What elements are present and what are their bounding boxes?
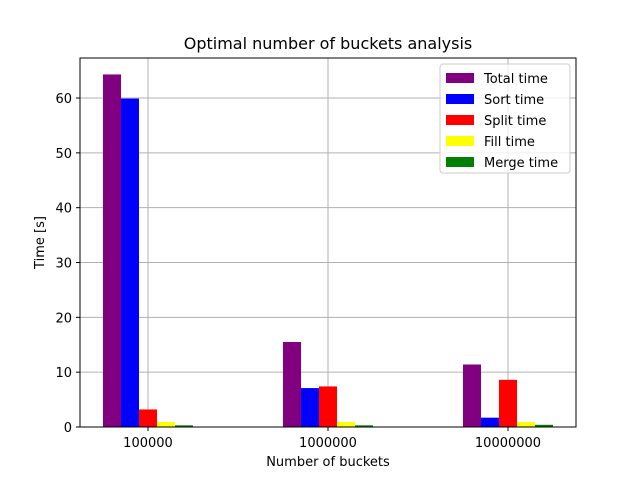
y-tick-label: 10 <box>55 366 72 381</box>
y-tick-label: 30 <box>55 257 72 272</box>
legend-swatch <box>446 157 474 167</box>
legend-swatch <box>446 94 474 104</box>
legend-label: Fill time <box>484 135 535 150</box>
x-tick-label: 1000000 <box>299 436 357 451</box>
bar-split-time <box>139 409 157 427</box>
legend-swatch <box>446 115 474 125</box>
bar-sort-time <box>301 388 319 427</box>
y-tick-label: 20 <box>55 311 72 326</box>
bars-group <box>103 74 553 428</box>
bar-merge-time <box>535 424 553 427</box>
bar-total-time <box>463 364 481 427</box>
legend-swatch <box>446 73 474 83</box>
x-axis: 100000 1000000 10000000 <box>123 427 541 451</box>
bar-fill-time <box>517 422 535 427</box>
y-tick-label: 50 <box>55 147 72 162</box>
bar-fill-time <box>157 422 175 427</box>
bar-sort-time <box>481 417 499 427</box>
y-axis-label: Time [s] <box>33 216 48 270</box>
legend-label: Total time <box>483 72 548 87</box>
x-axis-label: Number of buckets <box>266 455 390 470</box>
legend-swatch <box>446 136 474 146</box>
bar-total-time <box>283 342 301 427</box>
bar-fill-time <box>337 422 355 427</box>
bar-merge-time <box>355 425 373 427</box>
y-tick-label: 0 <box>64 421 72 436</box>
legend-label: Split time <box>484 114 546 129</box>
y-tick-label: 40 <box>55 202 72 217</box>
bar-merge-time <box>175 425 193 427</box>
x-tick-label: 10000000 <box>475 436 541 451</box>
chart-title: Optimal number of buckets analysis <box>184 34 473 53</box>
bar-sort-time <box>121 98 139 428</box>
y-tick-label: 60 <box>55 92 72 107</box>
x-tick-label: 100000 <box>123 436 173 451</box>
y-axis: 0 10 20 30 40 50 60 <box>55 92 80 436</box>
legend-label: Sort time <box>484 93 544 108</box>
bar-split-time <box>319 386 337 427</box>
legend-label: Merge time <box>484 156 558 171</box>
bar-split-time <box>499 379 517 427</box>
bar-total-time <box>103 74 121 428</box>
legend: Total time Sort time Split time Fill time Me… <box>439 63 571 174</box>
